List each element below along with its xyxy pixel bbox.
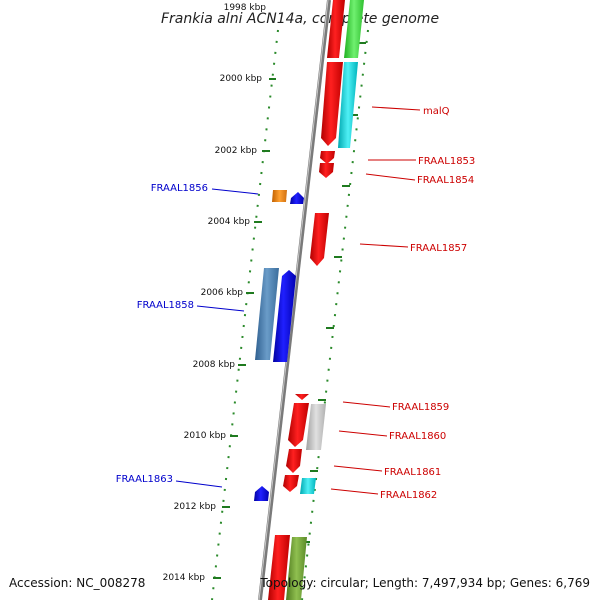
accession-text: Accession: NC_008278 [9,576,145,590]
leader-line [365,173,416,181]
leader-line [371,106,421,111]
gene-feature-FRAAL1853[interactable] [320,151,335,164]
tick-label-2000: 2000 kbp [220,74,263,84]
leader-line [196,305,245,312]
gene-feature[interactable] [286,537,307,600]
gene-label-FRAAL1859[interactable]: FRAAL1859 [392,402,449,413]
tick-label-2010: 2010 kbp [184,431,227,441]
gene-feature[interactable] [338,62,358,148]
leader-line [342,401,391,408]
reverse-genes [254,190,304,501]
tick-label-2014: 2014 kbp [163,573,206,583]
gene-feature-FRAAL1862[interactable] [300,478,316,494]
genome-backbone [258,0,331,600]
gene-label-FRAAL1856[interactable]: FRAAL1856 [151,183,208,194]
gene-feature[interactable] [268,535,290,600]
gene-label-FRAAL1854[interactable]: FRAAL1854 [417,175,474,186]
tick-label-2004: 2004 kbp [208,217,251,227]
gene-feature-FRAAL1863[interactable] [254,486,269,501]
gene-label-FRAAL1860[interactable]: FRAAL1860 [389,431,446,442]
gene-label-FRAAL1853[interactable]: FRAAL1853 [418,156,475,167]
gene-feature[interactable] [327,0,345,58]
tick-label-2006: 2006 kbp [201,288,244,298]
gene-feature[interactable] [295,394,309,400]
tick-label-2002: 2002 kbp [215,146,258,156]
gene-feature-FRAAL1856[interactable] [272,190,287,202]
gene-feature-FRAAL1860[interactable] [306,404,326,450]
gene-feature-FRAAL1858[interactable] [255,268,279,360]
topology-text: Topology: circular; Length: 7,497,934 bp… [259,576,590,590]
gene-feature[interactable] [344,0,364,58]
gene-feature[interactable] [290,192,304,204]
genome-backbone-highlight [258,0,329,600]
gene-label-FRAAL1858[interactable]: FRAAL1858 [137,300,194,311]
gene-feature-FRAAL1859[interactable] [288,403,309,447]
forward-genes [268,0,364,600]
gene-label-FRAAL1862[interactable]: FRAAL1862 [380,490,437,501]
gene-label-FRAAL1857[interactable]: FRAAL1857 [410,243,467,254]
gene-label-FRAAL1861[interactable]: FRAAL1861 [384,467,441,478]
leader-line [359,243,409,248]
leader-lines [175,106,421,495]
leader-line [333,465,383,472]
leader-line [175,480,223,488]
gene-feature-FRAAL1857[interactable] [310,213,329,266]
tick-label-1998: 1998 kbp [224,3,267,13]
gene-label-FRAAL1863[interactable]: FRAAL1863 [116,474,173,485]
leader-line [330,488,379,495]
gene-feature[interactable] [283,475,299,492]
leader-line [338,430,388,437]
gene-feature-FRAAL1861[interactable] [286,449,302,473]
gene-feature-FRAAL1854[interactable] [319,163,334,178]
gene-feature[interactable] [273,270,296,362]
map-title: Frankia alni ACN14a, complete genome [161,11,439,27]
scale-track-left [211,29,279,600]
leader-line [211,188,259,195]
gene-feature-malQ[interactable] [321,62,343,146]
tick-label-2012: 2012 kbp [174,502,217,512]
tick-label-2008: 2008 kbp [193,360,236,370]
tick-marks [213,42,366,579]
gene-label-malQ[interactable]: malQ [423,106,450,117]
scale-track-right [301,29,369,600]
